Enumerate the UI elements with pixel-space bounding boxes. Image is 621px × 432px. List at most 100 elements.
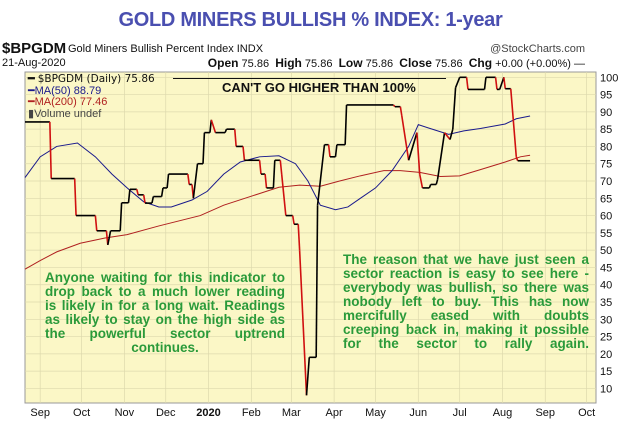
price-segment	[210, 119, 217, 133]
y-tick-label: 80	[600, 141, 612, 153]
price-segment	[465, 77, 469, 90]
y-tick-label: 15	[600, 366, 612, 378]
annotation-line: everybody was bullish, so there was	[343, 280, 589, 295]
price-segment	[291, 215, 295, 225]
price-segment	[166, 174, 170, 189]
price-segment	[483, 77, 487, 90]
price-segment	[443, 132, 451, 141]
x-tick-label: Nov	[115, 407, 135, 419]
y-tick-label: 20	[600, 349, 612, 361]
price-segment	[298, 250, 308, 396]
price-segment	[94, 215, 98, 231]
cap-annotation: CAN'T GO HIGHER THAN 100%	[222, 80, 416, 95]
x-tick-label: Sep	[535, 407, 555, 419]
x-tick-label: Jul	[453, 407, 467, 419]
y-tick-label: 75	[600, 159, 612, 171]
annotation-line: the powerful sector uptrend	[45, 326, 285, 341]
price-segment	[400, 115, 410, 161]
plot-area	[24, 71, 597, 404]
legend-ma200-label: MA(200) 77.46	[34, 96, 108, 108]
open-value: 75.86	[241, 58, 270, 70]
x-tick-label: Mar	[282, 407, 301, 419]
y-tick-label: 40	[600, 280, 612, 292]
price-segment	[297, 224, 301, 251]
price-segment	[454, 77, 461, 88]
page-title: GOLD MINERS BULLISH % INDEX: 1-year	[118, 9, 503, 31]
price-segment	[233, 129, 237, 147]
price-segment	[280, 174, 287, 216]
annotation-line: continues.	[131, 340, 199, 355]
copyright: @StockCharts.com	[490, 43, 585, 55]
y-tick-label: 100	[600, 72, 618, 84]
price-segment	[344, 104, 348, 145]
low-value: 75.86	[365, 58, 394, 70]
x-tick-label: Oct	[73, 407, 90, 419]
price-segment	[119, 202, 123, 231]
price-segment	[107, 230, 112, 246]
price-segment	[315, 205, 319, 358]
legend: ━ $BPGDM (Daily) 75.86 ━MA(50) 88.79 ━MA…	[28, 73, 155, 120]
y-tick-label: 55	[600, 228, 612, 240]
annotation-line: Anyone waiting for this indicator to	[45, 270, 285, 285]
price-segment	[202, 132, 206, 164]
ohlc-readout: Open 75.86 High 75.86 Low 75.86 Close 75…	[207, 56, 585, 70]
annotation-line: is likely in for a long wait. Readings	[45, 298, 285, 313]
volume-bars-icon: ▮	[28, 107, 35, 120]
x-tick-label: Oct	[578, 407, 595, 419]
y-tick-label: 25	[600, 332, 612, 344]
price-segment	[127, 189, 131, 203]
price-segment	[242, 146, 246, 161]
price-segment	[136, 189, 139, 196]
y-tick-label: 85	[600, 124, 612, 136]
price-segment	[73, 178, 77, 216]
price-segment	[509, 88, 518, 157]
price-segment	[279, 160, 283, 175]
y-tick-label: 65	[600, 193, 612, 205]
price-segment	[192, 163, 199, 199]
x-tick-label: Aug	[493, 407, 513, 419]
y-tick-label: 95	[600, 90, 612, 102]
price-segment	[503, 77, 507, 89]
close-label: Close	[399, 56, 432, 70]
y-tick-label: 30	[600, 314, 612, 326]
legend-main-label: $BPGDM (Daily) 75.86	[37, 73, 155, 85]
price-segment	[407, 132, 418, 161]
y-tick-label: 35	[600, 297, 612, 309]
x-tick-label: Dec	[156, 407, 176, 419]
price-segment	[187, 173, 191, 185]
price-segment	[416, 132, 421, 175]
y-tick-label: 50	[600, 245, 612, 257]
legend-ma200: ━MA(200) 77.46	[28, 96, 108, 108]
price-segment	[142, 194, 146, 204]
x-tick-label: Jun	[409, 407, 427, 419]
x-tick-label: Feb	[242, 407, 261, 419]
price-segment	[151, 196, 155, 204]
price-segment	[209, 119, 213, 133]
price-segment	[498, 77, 505, 90]
annotation-line: creeping back in, making it possible	[343, 322, 589, 337]
y-tick-label: 10	[600, 383, 612, 395]
y-tick-label: 70	[600, 176, 612, 188]
price-segment	[327, 144, 331, 157]
y-tick-label: 45	[600, 262, 612, 274]
annotation-line: as likely to stay on the high side as	[45, 312, 285, 327]
annotation-line: mercifully eased with doubts	[343, 308, 589, 323]
x-tick-label: Sep	[30, 407, 50, 419]
close-value: 75.86	[435, 58, 463, 70]
price-segment	[515, 156, 519, 162]
legend-ma50: ━MA(50) 88.79	[28, 84, 102, 97]
price-segment	[49, 121, 53, 179]
price-segment	[272, 160, 276, 188]
chg-value: +0.00 (+0.00%)	[495, 58, 571, 70]
price-segment	[399, 106, 403, 116]
x-tick-label: 2020	[196, 407, 220, 419]
high-value: 75.86	[304, 58, 333, 70]
price-segment	[334, 144, 338, 157]
ma50-line	[24, 115, 531, 211]
high-label: High	[275, 56, 302, 70]
y-tick-label: 60	[600, 211, 612, 223]
open-label: Open	[207, 56, 239, 70]
price-segment	[494, 77, 498, 90]
x-tick-label: May	[365, 407, 386, 419]
price-segment	[452, 87, 457, 130]
